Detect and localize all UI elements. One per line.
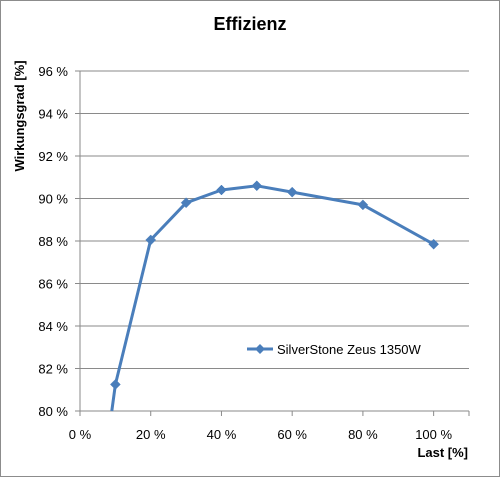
x-tick-label: 80 % — [348, 427, 378, 442]
y-tick-label: 94 % — [38, 107, 68, 122]
legend-label: SilverStone Zeus 1350W — [277, 342, 422, 357]
data-point-marker — [357, 199, 369, 211]
series-layer — [110, 180, 439, 412]
tick-labels: 80 % 82 % 84 % 86 % 88 % 90 % 92 % 94 % 96 % 0 % 2… — [38, 64, 452, 442]
data-point-marker — [145, 234, 157, 246]
y-tick-label: 88 % — [38, 234, 68, 249]
x-tick-label: 0 % — [69, 427, 92, 442]
series-line — [110, 184, 435, 412]
x-axis-title: Last [%] — [417, 445, 468, 460]
gridlines — [80, 70, 469, 369]
y-tick-label: 96 % — [38, 64, 68, 79]
x-tick-label: 20 % — [136, 427, 166, 442]
x-tick-label: 100 % — [415, 427, 452, 442]
data-point-marker — [251, 180, 263, 192]
legend-marker-icon — [255, 344, 265, 354]
y-tick-label: 84 % — [38, 319, 68, 334]
legend: SilverStone Zeus 1350W — [247, 342, 422, 357]
x-tick-label: 60 % — [277, 427, 307, 442]
y-tick-label: 80 % — [38, 404, 68, 419]
y-tick-label: 92 % — [38, 149, 68, 164]
y-tick-label: 90 % — [38, 192, 68, 207]
chart-title: Effizienz — [213, 14, 286, 34]
y-axis-title: Wirkungsgrad [%] — [12, 60, 27, 171]
data-point-marker — [216, 184, 227, 196]
y-tick-label: 82 % — [38, 362, 68, 377]
x-tick-label: 40 % — [207, 427, 237, 442]
y-tick-label: 86 % — [38, 277, 68, 292]
data-point-marker — [428, 238, 439, 250]
data-point-marker — [180, 197, 192, 209]
data-point-marker — [286, 186, 298, 198]
data-point-marker — [110, 379, 121, 390]
axes — [75, 70, 470, 416]
